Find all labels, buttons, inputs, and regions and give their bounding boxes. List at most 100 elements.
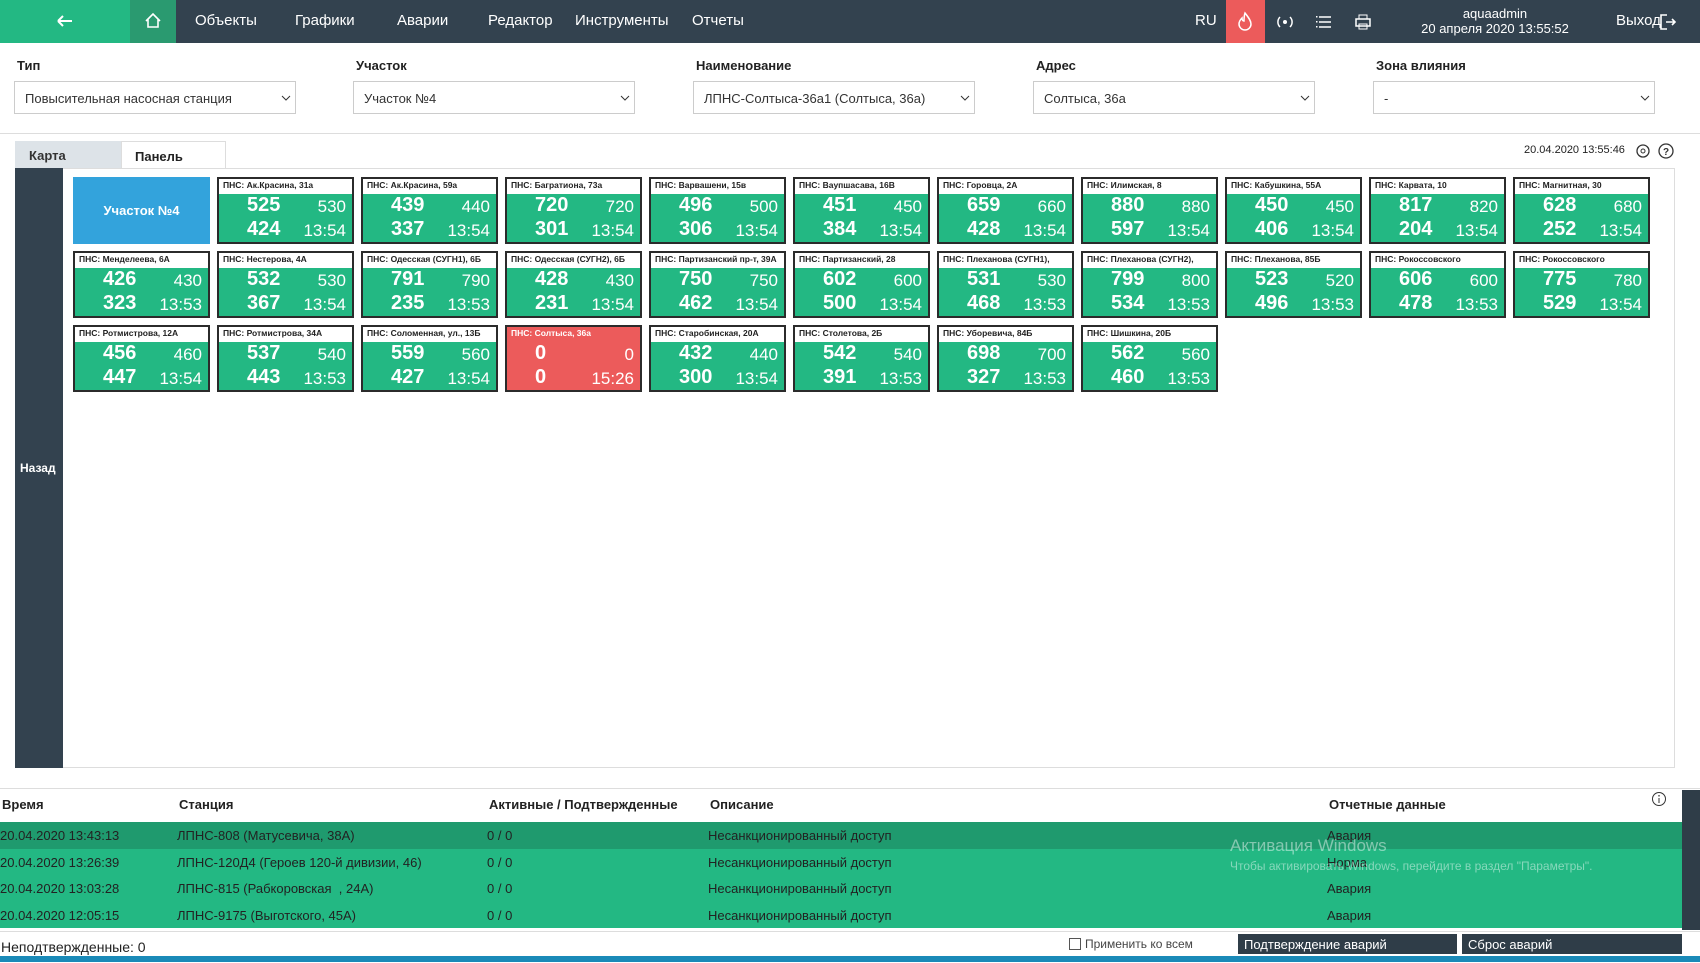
checkbox[interactable] — [1069, 938, 1081, 950]
table-row[interactable]: 20.04.2020 13:03:28 ЛПНС-815 (Рабкоровска… — [0, 875, 1682, 903]
chevron[interactable] — [620, 94, 630, 102]
station-tile[interactable]: ПНС: Плеханова (СУГН1),53153046813:53 — [937, 251, 1074, 318]
logout[interactable]: Выход — [1616, 12, 1661, 29]
station-tile[interactable]: ПНС: Соломенная, ул., 13Б55956042713:54 — [361, 325, 498, 392]
filter-select[interactable]: Солтыса, 36а — [1033, 81, 1315, 114]
pressure-in: 327 — [967, 366, 1000, 389]
station-tile[interactable]: ПНС: Шишкина, 20Б56256046013:53 — [1081, 325, 1218, 392]
pressure-in: 424 — [247, 218, 280, 241]
station-tile[interactable]: ПНС: Варвашени, 15в49650030613:54 — [649, 177, 786, 244]
station-tile[interactable]: ПНС: Менделеева, 6А42643032313:53 — [73, 251, 210, 318]
station-tile[interactable]: ПНС: Кабушкина, 55А45045040613:54 — [1225, 177, 1362, 244]
station-tile[interactable]: ПНС: Партизанский, 2860260050013:54 — [793, 251, 930, 318]
tile-title: ПНС: Партизанский, 28 — [795, 253, 928, 268]
cell[interactable]: Несанкционированный доступ — [708, 828, 892, 843]
scrollbar[interactable] — [1682, 790, 1700, 930]
station-tile[interactable]: ПНС: Ак.Красина, 31а52553042413:54 — [217, 177, 354, 244]
chevron[interactable] — [281, 94, 291, 102]
back-label[interactable]: Назад — [20, 461, 56, 475]
cell[interactable]: ЛПНС-120Д4 (Героев 120-й дивизии, 46) — [177, 855, 422, 870]
station-tile[interactable]: ПНС: Илимская, 888088059713:54 — [1081, 177, 1218, 244]
cell[interactable]: Несанкционированный доступ — [708, 855, 892, 870]
update-time: 13:54 — [303, 221, 346, 241]
filter-select[interactable]: Участок №4 — [353, 81, 635, 114]
table-row[interactable]: 20.04.2020 13:43:13 ЛПНС-808 (Матусевича,… — [0, 822, 1682, 850]
filter-select[interactable]: Повысительная насосная станция — [14, 81, 296, 114]
tab-label[interactable]: Карта — [29, 148, 66, 163]
pressure-in: 384 — [823, 218, 856, 241]
station-tile[interactable]: ПНС: Нестерова, 4А53253036713:54 — [217, 251, 354, 318]
station-tile[interactable]: ПНС: Рокоссовского77578052913:54 — [1513, 251, 1650, 318]
cell[interactable]: 20.04.2020 12:05:15 — [0, 908, 119, 923]
nav-item[interactable]: Графики — [295, 12, 355, 29]
station-tile[interactable]: ПНС: Ротмистрова, 12А45646044713:54 — [73, 325, 210, 392]
cell[interactable]: 0 / 0 — [487, 908, 512, 923]
station-tile[interactable]: ПНС: Партизанский пр-т, 39А75075046213:5… — [649, 251, 786, 318]
station-tile[interactable]: ПНС: Ваупшасава, 16В45145038413:54 — [793, 177, 930, 244]
chevron[interactable] — [1640, 94, 1650, 102]
cell[interactable]: 20.04.2020 13:43:13 — [0, 828, 119, 843]
nav-item[interactable]: Редактор — [488, 12, 553, 29]
pressure-out: 523 — [1255, 268, 1288, 291]
apply-all[interactable]: Применить ко всем — [1085, 937, 1193, 951]
cell[interactable]: 0 / 0 — [487, 828, 512, 843]
column-header: Активные / Подтвержденные — [489, 797, 678, 812]
station-tile[interactable]: ПНС: Ротмистрова, 34А53754044313:53 — [217, 325, 354, 392]
home-button[interactable] — [130, 0, 176, 43]
tab-panel[interactable]: Панель — [121, 141, 226, 168]
back-button[interactable] — [0, 0, 130, 43]
back-sidebar[interactable]: Назад — [15, 168, 63, 768]
alarm-button[interactable] — [1226, 0, 1265, 43]
pressure-out: 537 — [247, 342, 280, 365]
station-tile[interactable]: ПНС: Солтыса, 36а00015:26 — [505, 325, 642, 392]
cell[interactable]: ЛПНС-815 (Рабкоровская , 24А) — [177, 881, 373, 896]
station-tile[interactable]: ПНС: Одесская (СУГН2), 6Б42843023113:54 — [505, 251, 642, 318]
cell[interactable]: Авария — [1327, 881, 1371, 896]
chevron[interactable] — [960, 94, 970, 102]
cell[interactable]: 0 / 0 — [487, 881, 512, 896]
station-tile[interactable]: ПНС: Карвата, 1081782020413:54 — [1369, 177, 1506, 244]
tab-map[interactable]: Карта — [15, 141, 121, 168]
station-tile[interactable]: ПНС: Ак.Красина, 59а43944033713:54 — [361, 177, 498, 244]
cell[interactable]: Авария — [1327, 908, 1371, 923]
filter-select[interactable]: ЛПНС-Солтыса-36а1 (Солтыса, 36а) — [693, 81, 975, 114]
lang[interactable]: RU — [1195, 12, 1217, 29]
nav-item[interactable]: Объекты — [195, 12, 257, 29]
cell[interactable]: ЛПНС-808 (Матусевича, 38А) — [177, 828, 355, 843]
station-tile[interactable]: ПНС: Уборевича, 84Б69870032713:53 — [937, 325, 1074, 392]
station-tile[interactable]: ПНС: Рокоссовского60660047813:53 — [1369, 251, 1506, 318]
section-tile[interactable]: Участок №4 — [73, 177, 210, 244]
logout-icon[interactable] — [1658, 12, 1678, 32]
station-tile[interactable]: ПНС: Горовца, 2А65966042813:54 — [937, 177, 1074, 244]
tab-label[interactable]: Панель — [135, 149, 183, 164]
filter-select[interactable]: - — [1373, 81, 1655, 114]
station-tile[interactable]: ПНС: Одесская (СУГН1), 6Б79179023513:53 — [361, 251, 498, 318]
reset-button[interactable]: Сброс аварий — [1462, 934, 1682, 954]
nav-item[interactable]: Аварии — [397, 12, 448, 29]
station-tile[interactable]: ПНС: Старобинская, 20А43244030013:54 — [649, 325, 786, 392]
station-tile[interactable]: ПНС: Плеханова, 85Б52352049613:53 — [1225, 251, 1362, 318]
tile-title: ПНС: Шишкина, 20Б — [1083, 327, 1216, 342]
cell[interactable]: Несанкционированный доступ — [708, 908, 892, 923]
panel-icons[interactable]: ? — [1634, 141, 1680, 161]
toolbar-icons[interactable] — [1275, 10, 1395, 34]
pressure-in: 534 — [1111, 292, 1144, 315]
confirm-button[interactable]: Подтверждение аварий — [1238, 934, 1457, 954]
chevron[interactable] — [1300, 94, 1310, 102]
cell[interactable]: 20.04.2020 13:26:39 — [0, 855, 119, 870]
pressure-out: 532 — [247, 268, 280, 291]
nav-item[interactable]: Отчеты — [692, 12, 744, 29]
update-time: 13:54 — [1599, 295, 1642, 315]
info-icon[interactable] — [1651, 791, 1667, 807]
cell[interactable]: 20.04.2020 13:03:28 — [0, 881, 119, 896]
station-tile[interactable]: ПНС: Плеханова (СУГН2),79980053413:53 — [1081, 251, 1218, 318]
cell[interactable]: 0 / 0 — [487, 855, 512, 870]
nav-item[interactable]: Инструменты — [575, 12, 669, 29]
station-tile[interactable]: ПНС: Магнитная, 3062868025213:54 — [1513, 177, 1650, 244]
pressure-in: 306 — [679, 218, 712, 241]
station-tile[interactable]: ПНС: Багратиона, 73а72072030113:54 — [505, 177, 642, 244]
cell[interactable]: Несанкционированный доступ — [708, 881, 892, 896]
station-tile[interactable]: ПНС: Столетова, 2Б54254039113:53 — [793, 325, 930, 392]
table-row[interactable]: 20.04.2020 12:05:15 ЛПНС-9175 (Выготского… — [0, 902, 1682, 930]
cell[interactable]: ЛПНС-9175 (Выготского, 45А) — [177, 908, 356, 923]
